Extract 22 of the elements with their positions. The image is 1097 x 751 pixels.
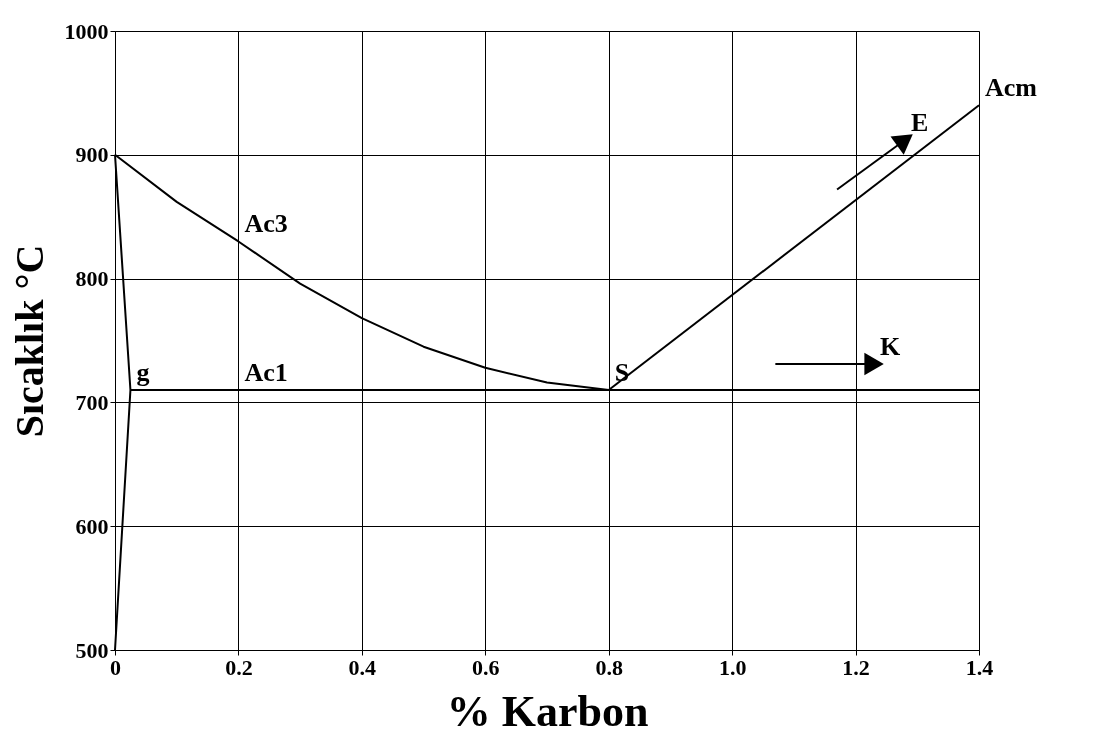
- x-tick-label: 0.6: [472, 654, 500, 680]
- annotation: K: [880, 332, 902, 362]
- annotation: E: [910, 107, 929, 137]
- y-tick-label: 1000: [64, 18, 109, 44]
- annotation: g: [136, 358, 150, 388]
- x-tick-label: 0.8: [595, 654, 623, 680]
- x-tick-label: 1.0: [718, 654, 747, 680]
- x-tick-label: 1.4: [965, 654, 994, 680]
- x-tick-label: 0.4: [348, 654, 377, 680]
- y-tick-label: 700: [75, 389, 109, 415]
- x-axis-title: % Karbon: [446, 686, 649, 736]
- annotation: Acm: [985, 73, 1038, 103]
- x-tick-label: 0.2: [225, 654, 253, 680]
- y-tick-label: 800: [75, 266, 109, 292]
- y-tick-label: 900: [75, 142, 109, 168]
- x-tick-label: 0: [110, 654, 121, 680]
- annotation: Ac1: [244, 358, 288, 388]
- y-axis-title: Sıcaklık °C: [6, 244, 52, 438]
- annotation: Ac3: [244, 209, 288, 239]
- x-tick-label: 1.2: [842, 654, 870, 680]
- y-tick-label: 600: [75, 513, 109, 539]
- y-tick-label: 500: [75, 637, 109, 663]
